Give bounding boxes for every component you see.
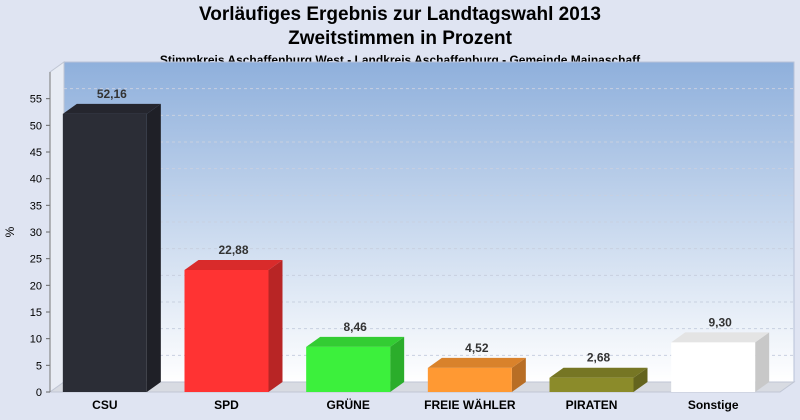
y-tick-label: 10 [30,334,42,346]
y-tick-label: 35 [30,200,42,212]
bar [427,357,526,392]
y-tick-label: 5 [36,360,42,372]
y-tick-label: 25 [30,254,42,266]
bar [62,103,161,393]
chart-title-line2: Zweitstimmen in Prozent [288,28,512,49]
y-tick-label: 20 [30,280,42,292]
bar-value-label: 4,52 [465,341,489,355]
y-tick-label: 40 [30,174,42,186]
bar-value-label: 2,68 [587,351,611,365]
x-category-label: SPD [214,398,239,412]
y-tick-label: 15 [30,307,42,319]
x-category-label: FREIE WÄHLER [424,397,516,412]
bar [306,336,405,392]
x-category-label: Sonstige [688,398,739,412]
y-axis-label: % [3,226,17,237]
x-category-label: GRÜNE [326,397,369,412]
bar-value-label: 9,30 [708,315,732,329]
y-tick-label: 55 [30,94,42,106]
bar-value-label: 8,46 [343,320,367,334]
y-tick-label: 50 [30,120,42,132]
y-tick-label: 30 [30,227,42,239]
bar-value-label: 22,88 [218,243,248,257]
bar [184,259,283,392]
bars-group [62,103,770,393]
bar [671,332,770,392]
labels-group: 52,16 CSU 22,88 SPD 8,46 GRÜNE 4,52 FREIE WÄHLE… [92,87,739,412]
x-category-label: CSU [92,398,117,412]
y-tick-label: 45 [30,147,42,159]
bar [549,367,648,392]
x-category-label: PIRATEN [566,398,618,412]
chart-title-line1: Vorläufiges Ergebnis zur Landtagswahl 20… [199,4,601,25]
bar-value-label: 52,16 [97,87,127,101]
y-tick-label: 0 [36,387,42,399]
